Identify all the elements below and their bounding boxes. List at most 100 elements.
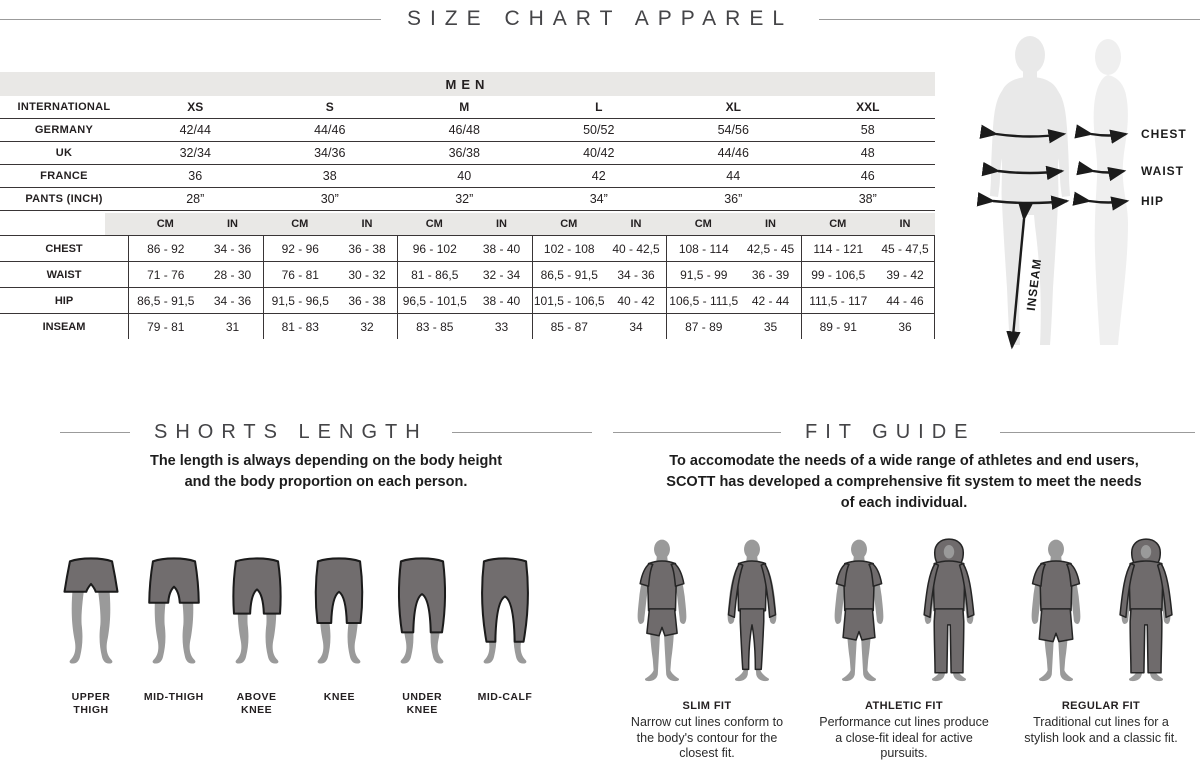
table-row-inseam: INSEAM 79 - 81 31 81 - 83 32 83 - 85 33 85 - 87… — [0, 314, 935, 339]
measurement-cm-value: 99 - 106,5 — [800, 262, 876, 287]
chest-label: CHEST — [1141, 127, 1187, 141]
measurement-cm-value: 91,5 - 99 — [666, 262, 741, 287]
chest-arrow-icon — [1074, 124, 1129, 144]
size-value: 48 — [860, 146, 875, 160]
measurement-cm-value: 86,5 - 91,5 — [128, 288, 203, 313]
shorts-figure-upper-thigh — [52, 528, 130, 686]
fit-figures-regular-fit — [1014, 530, 1188, 692]
size-value: 40/42 — [583, 146, 615, 160]
fit-description-line: of each individual. — [840, 495, 968, 511]
table-row-waist: WAIST 71 - 76 28 - 30 76 - 81 30 - 32 81 - 86… — [0, 262, 935, 288]
measurement-in-value: 39 - 42 — [886, 267, 924, 282]
divider-line — [0, 18, 381, 20]
waist-arrow-icon — [1076, 161, 1127, 182]
fit-guide-description: To accomodate the needs of a wide range … — [613, 451, 1195, 514]
measurement-cm-value: 96,5 - 101,5 — [397, 288, 472, 313]
shorts-item-under-knee: UNDER KNEE — [383, 528, 461, 717]
shorts-item-mid-calf: MID-CALF — [466, 528, 544, 717]
table-row-france: FRANCE 36 38 40 42 44 46 — [0, 165, 935, 188]
shorts-figure-knee — [300, 528, 378, 686]
measurement-cm-value: 76 - 81 — [262, 262, 338, 287]
fit-column-slim-fit: SLIM FIT Narrow cut lines conform to the … — [613, 530, 801, 762]
row-label: PANTS (INCH) — [25, 193, 103, 205]
fit-description-line: SCOTT has developed a comprehensive fit … — [666, 474, 1142, 490]
shorts-item-label: UPPER THIGH — [71, 691, 111, 716]
fit-guide-title-bar: FIT GUIDE — [613, 421, 1195, 444]
measurement-cm-value: 96 - 102 — [397, 236, 472, 261]
size-value: 44 — [726, 169, 741, 183]
measurement-in-value: 35 — [763, 319, 778, 334]
measurement-in-value: 36 - 39 — [751, 267, 790, 282]
unit-header-cm: CM — [156, 218, 174, 230]
row-label: WAIST — [46, 268, 82, 281]
size-value: 30” — [320, 192, 339, 206]
hip-label: HIP — [1141, 194, 1164, 208]
row-label: CHEST — [45, 242, 83, 255]
size-value: XXL — [856, 100, 880, 114]
unit-header-band: CM IN CM IN CM IN CM IN CM IN CM IN — [105, 213, 935, 235]
size-value: 38 — [322, 169, 337, 183]
unit-header-in: IN — [496, 218, 507, 230]
measurement-cm-value: 81 - 83 — [262, 314, 338, 339]
size-value: XS — [187, 100, 204, 114]
size-value: 36/38 — [448, 146, 480, 160]
measurement-in-value: 45 - 47,5 — [881, 241, 929, 256]
measurement-cm-value: 108 - 114 — [666, 236, 741, 261]
measurement-cm-value: 101,5 - 106,5 — [531, 288, 607, 313]
side-body-silhouette — [1093, 39, 1128, 345]
measurement-cm-value: 87 - 89 — [666, 314, 741, 339]
measurement-in-value: 44 - 46 — [886, 293, 924, 308]
measurement-in-value: 38 - 40 — [482, 293, 521, 308]
measurement-in-value: 32 - 34 — [482, 267, 521, 282]
unit-header-in: IN — [765, 218, 776, 230]
shorts-description-line: and the body proportion on each person. — [184, 474, 468, 490]
fit-figures-athletic-fit — [817, 530, 991, 692]
measurement-in-value: 31 — [225, 319, 240, 334]
size-value: 32” — [455, 192, 474, 206]
size-value: 58 — [860, 123, 875, 137]
body-measurement-diagram: CHEST WAIST HIP INSEAM — [958, 33, 1200, 365]
measurement-in-value: 34 - 36 — [213, 293, 252, 308]
table-row-chest: CHEST 86 - 92 34 - 36 92 - 96 36 - 38 96 - 10… — [0, 236, 935, 262]
measurement-cm-value: 91,5 - 96,5 — [262, 288, 338, 313]
measurement-in-value: 33 — [494, 319, 509, 334]
measurement-in-value: 36 — [898, 319, 912, 334]
fit-guide-section: SLIM FIT Narrow cut lines conform to the … — [613, 530, 1195, 762]
shorts-length-title-bar: SHORTS LENGTH — [60, 421, 592, 444]
fit-figure-regular-fit-1 — [1014, 530, 1098, 692]
fit-name: SLIM FIT — [682, 700, 732, 712]
size-value: 44/46 — [314, 123, 346, 137]
measurement-in-value: 34 - 36 — [213, 241, 252, 256]
fit-guide-title: FIT GUIDE — [805, 421, 976, 443]
body-silhouettes-graphic: CHEST WAIST HIP INSEAM — [976, 36, 1187, 350]
shorts-item-label: MID-CALF — [477, 691, 533, 703]
unit-header-in: IN — [227, 218, 238, 230]
measurement-cm-value: 102 - 108 — [531, 236, 607, 261]
shorts-item-mid-thigh: MID-THIGH — [135, 528, 213, 717]
size-value: S — [325, 100, 334, 114]
row-label: UK — [55, 147, 73, 159]
unit-header-cm: CM — [425, 218, 443, 230]
unit-header-cm: CM — [560, 218, 578, 230]
shorts-item-knee: KNEE — [300, 528, 378, 717]
fit-name: ATHLETIC FIT — [865, 700, 943, 712]
measurement-cm-value: 111,5 - 117 — [800, 288, 876, 313]
hip-arrow-icon — [1072, 191, 1130, 211]
shorts-item-above-knee: ABOVE KNEE — [218, 528, 296, 717]
size-value: L — [595, 100, 603, 114]
size-value: 40 — [457, 169, 472, 183]
inseam-label: INSEAM — [1024, 258, 1044, 312]
measurement-cm-value: 114 - 121 — [800, 236, 876, 261]
divider-line — [451, 432, 592, 433]
divider-line — [60, 432, 130, 433]
measurement-in-value: 36 - 38 — [348, 241, 386, 256]
waist-arrow-icon — [981, 161, 1065, 181]
measurement-in-value: 42,5 - 45 — [746, 241, 795, 256]
shorts-item-label: UNDER KNEE — [402, 691, 443, 716]
table-row-uk: UK 32/34 34/36 36/38 40/42 44/46 48 — [0, 142, 935, 165]
size-value: 42/44 — [179, 123, 211, 137]
shorts-figure-above-knee — [218, 528, 296, 686]
shorts-item-label: KNEE — [323, 691, 355, 703]
table-row-hip: HIP 86,5 - 91,5 34 - 36 91,5 - 96,5 36 - 38 9… — [0, 288, 935, 314]
shorts-item-label: ABOVE KNEE — [236, 691, 277, 716]
